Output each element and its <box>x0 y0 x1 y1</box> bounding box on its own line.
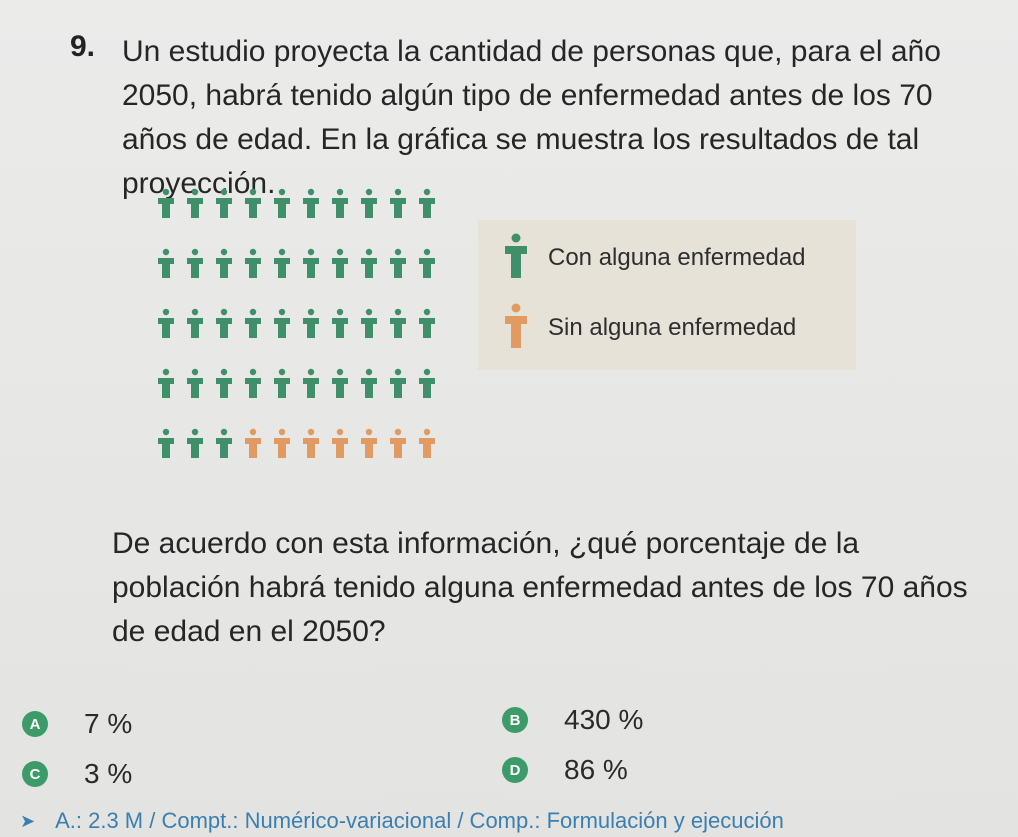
person-green-icon <box>303 188 319 218</box>
option-a-badge: A <box>22 711 48 737</box>
legend: Con alguna enfermedad Sin alguna enferme… <box>478 220 856 370</box>
person-green-icon <box>419 308 435 338</box>
person-orange-icon <box>245 428 261 458</box>
person-green-icon <box>187 188 203 218</box>
person-green-icon <box>158 308 174 338</box>
legend-label-without: Sin alguna enfermedad <box>548 314 797 341</box>
legend-item-without: Sin alguna enfermedad <box>478 302 856 352</box>
question-number: 9. <box>70 30 96 63</box>
option-c-text: 3 % <box>84 758 133 789</box>
person-green-icon <box>274 248 290 278</box>
legend-item-with: Con alguna enfermedad <box>478 232 856 282</box>
person-green-icon <box>187 248 203 278</box>
person-green-icon <box>390 188 406 218</box>
person-green-icon <box>303 248 319 278</box>
pictogram-grid <box>158 188 435 458</box>
person-green-icon <box>361 188 377 218</box>
person-green-icon <box>390 368 406 398</box>
person-green-icon <box>274 308 290 338</box>
person-green-icon <box>419 368 435 398</box>
person-orange-icon <box>274 428 290 458</box>
person-green-icon <box>216 248 232 278</box>
person-green-icon <box>390 308 406 338</box>
person-green-icon <box>245 248 261 278</box>
person-orange-icon <box>505 303 527 348</box>
person-green-icon <box>187 368 203 398</box>
option-d-badge: D <box>502 757 528 783</box>
question-text: Un estudio proyecta la cantidad de perso… <box>122 35 941 200</box>
option-d-text: 86 % <box>564 754 628 785</box>
footer-text: A.: 2.3 M / Compt.: Numérico-variacional… <box>55 808 784 833</box>
option-b-text: 430 % <box>564 704 644 735</box>
person-green-icon <box>216 428 232 458</box>
person-green-icon <box>303 368 319 398</box>
person-green-icon <box>332 368 348 398</box>
person-green-icon <box>390 248 406 278</box>
person-green-icon <box>158 188 174 218</box>
person-green-icon <box>419 188 435 218</box>
person-green-icon <box>245 188 261 218</box>
person-green-icon <box>419 248 435 278</box>
legend-label-with: Con alguna enfermedad <box>548 244 806 271</box>
person-green-icon <box>158 248 174 278</box>
footer-note: ➤ A.: 2.3 M / Compt.: Numérico-variacion… <box>20 808 784 834</box>
option-c[interactable]: C 3 % <box>22 754 132 794</box>
person-green-icon <box>245 368 261 398</box>
person-green-icon <box>332 248 348 278</box>
option-a[interactable]: A 7 % <box>22 704 132 744</box>
person-green-icon <box>274 188 290 218</box>
option-b[interactable]: B 430 % <box>502 700 643 740</box>
person-green-icon <box>303 308 319 338</box>
legend-person-orange <box>505 303 527 348</box>
chevron-right-icon: ➤ <box>20 810 36 831</box>
option-d[interactable]: D 86 % <box>502 750 628 790</box>
person-green-icon <box>187 428 203 458</box>
person-green-icon <box>216 308 232 338</box>
person-green-icon <box>158 428 174 458</box>
person-green-icon <box>332 308 348 338</box>
person-green-icon <box>245 308 261 338</box>
person-green-icon <box>505 233 527 278</box>
option-c-badge: C <box>22 761 48 787</box>
person-orange-icon <box>390 428 406 458</box>
person-green-icon <box>216 188 232 218</box>
person-green-icon <box>274 368 290 398</box>
legend-person-green <box>505 233 527 278</box>
person-green-icon <box>158 368 174 398</box>
person-orange-icon <box>361 428 377 458</box>
person-green-icon <box>361 248 377 278</box>
person-green-icon <box>187 308 203 338</box>
person-green-icon <box>332 188 348 218</box>
question-prompt: De acuerdo con esta información, ¿qué po… <box>112 527 968 648</box>
person-green-icon <box>361 308 377 338</box>
person-orange-icon <box>332 428 348 458</box>
option-b-badge: B <box>502 707 528 733</box>
person-orange-icon <box>419 428 435 458</box>
option-a-text: 7 % <box>84 708 133 739</box>
person-green-icon <box>361 368 377 398</box>
person-orange-icon <box>303 428 319 458</box>
person-green-icon <box>216 368 232 398</box>
